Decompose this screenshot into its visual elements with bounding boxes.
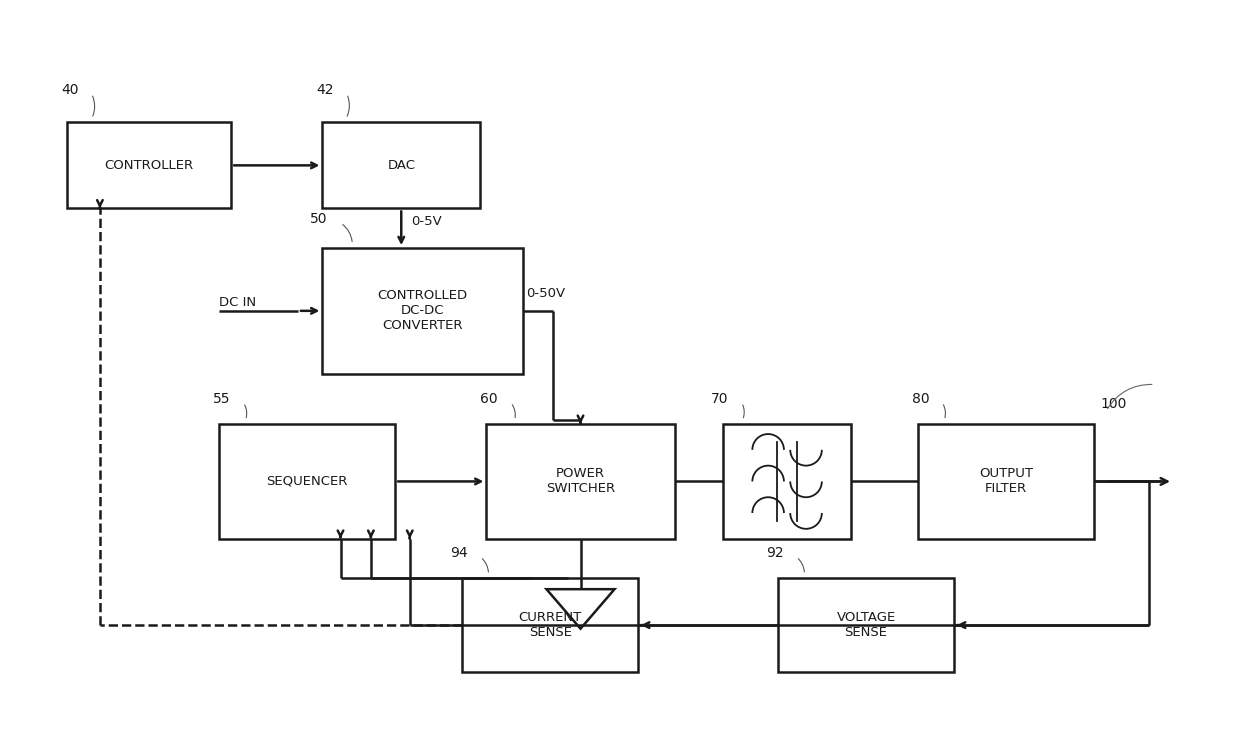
Text: CURRENT
SENSE: CURRENT SENSE [518, 611, 582, 639]
Bar [463, 578, 639, 671]
Text: OUTPUT
FILTER: OUTPUT FILTER [978, 468, 1033, 496]
Text: 50: 50 [310, 213, 327, 226]
Text: 70: 70 [711, 392, 729, 406]
Text: 40: 40 [61, 83, 78, 97]
Text: 60: 60 [480, 392, 498, 406]
Bar [918, 424, 1094, 539]
Text: 94: 94 [450, 547, 467, 561]
Text: 92: 92 [766, 547, 784, 561]
Text: 80: 80 [911, 392, 929, 406]
Bar [219, 424, 396, 539]
Text: 0-5V: 0-5V [410, 215, 441, 227]
Text: DC IN: DC IN [219, 295, 257, 309]
Text: POWER
SWITCHER: POWER SWITCHER [546, 468, 615, 496]
Bar [322, 248, 523, 374]
Bar [486, 424, 675, 539]
Text: 0-50V: 0-50V [527, 287, 565, 300]
Text: DAC: DAC [387, 159, 415, 172]
Bar [723, 424, 851, 539]
Text: VOLTAGE
SENSE: VOLTAGE SENSE [837, 611, 895, 639]
Text: 42: 42 [316, 83, 334, 97]
Bar [777, 578, 954, 671]
Text: CONTROLLER: CONTROLLER [104, 159, 193, 172]
Text: 100: 100 [1100, 397, 1126, 411]
Bar [67, 122, 231, 208]
Text: CONTROLLED
DC-DC
CONVERTER: CONTROLLED DC-DC CONVERTER [377, 290, 467, 332]
Bar [322, 122, 480, 208]
Text: SEQUENCER: SEQUENCER [267, 475, 347, 488]
Text: 55: 55 [213, 392, 231, 406]
